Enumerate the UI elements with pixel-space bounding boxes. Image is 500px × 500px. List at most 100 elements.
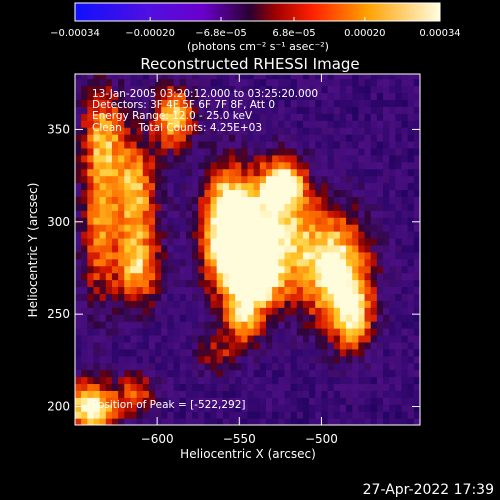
heatmap-cell xyxy=(395,147,403,156)
heatmap-cell xyxy=(204,341,212,350)
heatmap-cell xyxy=(333,265,341,274)
heatmap-cell xyxy=(148,355,156,364)
heatmap-cell xyxy=(204,182,212,191)
heatmap-cell xyxy=(173,376,181,385)
heatmap-cell xyxy=(155,279,162,288)
heatmap-cell xyxy=(346,168,353,177)
heatmap-cell xyxy=(87,134,95,142)
heatmap-cell xyxy=(185,78,193,87)
heatmap-cell xyxy=(407,134,415,142)
heatmap-cell xyxy=(185,237,193,246)
heatmap-cell xyxy=(111,383,119,391)
heatmap-cell xyxy=(259,258,267,267)
heatmap-cell xyxy=(321,217,329,225)
heatmap-cell xyxy=(124,113,132,121)
heatmap-cell xyxy=(185,272,193,281)
heatmap-cell xyxy=(413,307,420,315)
heatmap-cell xyxy=(99,120,107,128)
heatmap-cell xyxy=(259,196,267,204)
heatmap-cell xyxy=(105,251,113,260)
heatmap-cell xyxy=(241,161,249,170)
heatmap-cell xyxy=(229,127,236,135)
heatmap-cell xyxy=(401,411,409,419)
heatmap-cell xyxy=(259,307,267,315)
heatmap-cell xyxy=(383,237,390,246)
heatmap-cell xyxy=(155,210,162,218)
heatmap-cell xyxy=(148,293,156,301)
heatmap-cell xyxy=(216,85,224,94)
heatmap-cell xyxy=(352,272,359,281)
heatmap-cell xyxy=(259,404,267,412)
heatmap-cell xyxy=(81,321,88,329)
heatmap-cell xyxy=(376,85,384,94)
heatmap-cell xyxy=(130,237,138,246)
heatmap-cell xyxy=(253,300,261,308)
heatmap-cell xyxy=(370,134,378,142)
heatmap-cell xyxy=(309,140,316,149)
heatmap-cell xyxy=(204,328,212,336)
heatmap-cell xyxy=(401,196,409,204)
heatmap-cell xyxy=(229,355,236,364)
heatmap-cell xyxy=(93,120,101,128)
heatmap-cell xyxy=(352,348,359,357)
heatmap-cell xyxy=(413,411,420,419)
heatmap-cell xyxy=(364,189,372,197)
heatmap-cell xyxy=(118,293,125,301)
heatmap-cell xyxy=(309,404,316,412)
heatmap-cell xyxy=(75,217,82,225)
heatmap-cell xyxy=(327,258,335,267)
heatmap-cell xyxy=(148,286,156,294)
heatmap-cell xyxy=(339,279,347,288)
heatmap-cell xyxy=(229,168,236,177)
heatmap-cell xyxy=(284,307,292,315)
heatmap-cell xyxy=(142,404,150,412)
heatmap-cell xyxy=(136,134,144,142)
heatmap-cell xyxy=(142,362,150,371)
heatmap-cell xyxy=(383,127,390,135)
heatmap-cell xyxy=(75,258,82,267)
heatmap-cell xyxy=(167,383,175,391)
heatmap-cell xyxy=(148,376,156,385)
heatmap-cell xyxy=(99,244,107,253)
heatmap-cell xyxy=(235,328,242,336)
heatmap-cell xyxy=(253,251,261,260)
heatmap-cell xyxy=(376,328,384,336)
heatmap-cell xyxy=(173,189,181,197)
heatmap-cell xyxy=(413,106,420,114)
heatmap-cell xyxy=(105,355,113,364)
heatmap-cell xyxy=(75,383,82,391)
heatmap-cell xyxy=(192,300,199,308)
heatmap-cell xyxy=(309,321,316,329)
heatmap-cell xyxy=(284,134,292,142)
heatmap-cell xyxy=(155,348,162,357)
heatmap-cell xyxy=(253,355,261,364)
heatmap-cell xyxy=(229,231,236,239)
heatmap-cell xyxy=(383,134,390,142)
heatmap-cell xyxy=(87,321,95,329)
heatmap-cell xyxy=(253,74,261,80)
heatmap-cell xyxy=(364,334,372,343)
heatmap-cell xyxy=(413,182,420,191)
heatmap-cell xyxy=(321,189,329,197)
heatmap-cell xyxy=(229,237,236,246)
heatmap-cell xyxy=(358,279,366,288)
heatmap-cell xyxy=(309,113,316,121)
heatmap-cell xyxy=(327,237,335,246)
heatmap-cell xyxy=(192,307,199,315)
heatmap-cell xyxy=(413,134,420,142)
heatmap-cell xyxy=(192,251,199,260)
heatmap-cell xyxy=(75,355,82,364)
heatmap-cell xyxy=(272,404,279,412)
heatmap-cell xyxy=(222,293,230,301)
heatmap-cell xyxy=(296,231,304,239)
heatmap-cell xyxy=(253,134,261,142)
heatmap-cell xyxy=(302,210,310,218)
heatmap-cell xyxy=(75,321,82,329)
heatmap-cell xyxy=(235,362,242,371)
heatmap-cell xyxy=(130,217,138,225)
heatmap-cell xyxy=(333,168,341,177)
heatmap-cell xyxy=(118,418,125,425)
heatmap-cell xyxy=(105,293,113,301)
heatmap-cell xyxy=(111,369,119,378)
heatmap-cell xyxy=(105,134,113,142)
